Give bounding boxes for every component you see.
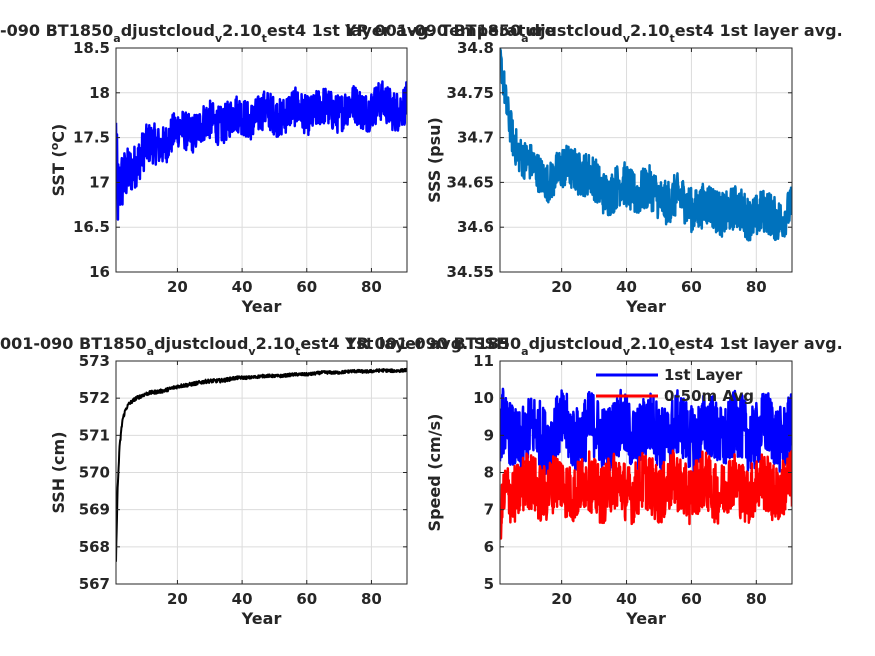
y-tick-label: 34.55	[447, 263, 494, 281]
plot-area	[500, 48, 792, 272]
y-tick-label: 16.5	[73, 218, 110, 236]
y-axis-label: SSH (cm)	[49, 431, 68, 513]
y-tick-label: 10	[473, 389, 494, 407]
subplot-4: 20 40 60 80 5 6 7 8 9 10 11 Year Speed (cm/s) YR 001-…	[344, 334, 843, 628]
series-line-1	[500, 48, 792, 242]
y-tick-label: 34.65	[447, 173, 494, 191]
y-axis-label: SST (oC)	[48, 124, 68, 197]
x-tick-label: 60	[681, 590, 702, 608]
chart-title: YR 001-090 BT1850adjustcloudv2.10test4 1…	[344, 334, 843, 358]
subplot-1: 20 40 60 80 16 16.5 17 17.5 18 18.5 Year SST (oC) -0…	[0, 21, 556, 316]
y-tick-label: 9	[484, 426, 494, 444]
y-tick-label: 18	[89, 84, 110, 102]
y-tick-label: 18.5	[73, 39, 110, 57]
x-tick-label: 80	[361, 590, 382, 608]
y-tick-label: 572	[79, 389, 110, 407]
x-tick-label: 60	[296, 278, 317, 296]
series-line-1	[116, 367, 407, 562]
y-tick-label: 34.75	[447, 84, 494, 102]
chart-title: -090 BT1850adjustcloudv2.10test4 1st lay…	[0, 21, 556, 45]
series-line-1	[500, 387, 792, 476]
y-tick-label: 571	[79, 426, 110, 444]
y-tick-label: 570	[79, 464, 110, 482]
x-axis-label: Year	[241, 609, 282, 628]
legend: 1st Layer 0-50m Avg	[596, 366, 754, 405]
legend-entry: 0-50m Avg	[664, 387, 754, 405]
x-tick-label: 20	[167, 278, 188, 296]
series-line-1	[116, 80, 407, 221]
y-tick-label: 34.6	[457, 218, 494, 236]
plot-area	[116, 48, 407, 272]
chart-title: 001-090 BT1850adjustcloudv2.10test4 1st …	[0, 334, 510, 358]
axes-box	[115, 47, 408, 273]
y-tick-label: 568	[79, 538, 110, 556]
y-tick-label: 7	[484, 501, 494, 519]
y-tick-label: 17	[89, 173, 110, 191]
x-tick-label: 80	[361, 278, 382, 296]
x-tick-label: 60	[296, 590, 317, 608]
axes-box	[499, 47, 793, 273]
x-tick-label: 80	[746, 278, 767, 296]
y-tick-label: 573	[79, 352, 110, 370]
y-axis-label: SSS (psu)	[425, 117, 444, 203]
y-tick-label: 567	[79, 575, 110, 593]
y-tick-label: 8	[484, 464, 494, 482]
subplot-2: 20 40 60 80 34.55 34.6 34.65 34.7 34.75 34.8 Year S…	[344, 21, 843, 316]
x-tick-label: 80	[746, 590, 767, 608]
x-axis-label: Year	[241, 297, 282, 316]
x-tick-label: 60	[681, 278, 702, 296]
y-tick-label: 11	[473, 352, 494, 370]
chart-title: YR 001-090 BT1850adjustcloudv2.10test4 1…	[344, 21, 843, 45]
y-axis-label: Speed (cm/s)	[425, 414, 444, 532]
y-tick-label: 6	[484, 538, 494, 556]
y-tick-label: 34.7	[457, 129, 494, 147]
x-tick-label: 40	[232, 278, 253, 296]
x-axis-label: Year	[625, 297, 666, 316]
y-tick-label: 17.5	[73, 129, 110, 147]
y-tick-label: 5	[484, 575, 494, 593]
series-line-2	[500, 449, 792, 540]
y-tick-label: 34.8	[457, 39, 494, 57]
x-tick-label: 40	[616, 590, 637, 608]
x-tick-label: 40	[616, 278, 637, 296]
x-tick-label: 20	[167, 590, 188, 608]
y-tick-label: 569	[79, 501, 110, 519]
x-tick-label: 40	[232, 590, 253, 608]
x-axis-label: Year	[625, 609, 666, 628]
x-tick-label: 20	[551, 278, 572, 296]
y-tick-label: 16	[89, 263, 110, 281]
legend-entry: 1st Layer	[664, 366, 743, 384]
x-tick-label: 20	[551, 590, 572, 608]
